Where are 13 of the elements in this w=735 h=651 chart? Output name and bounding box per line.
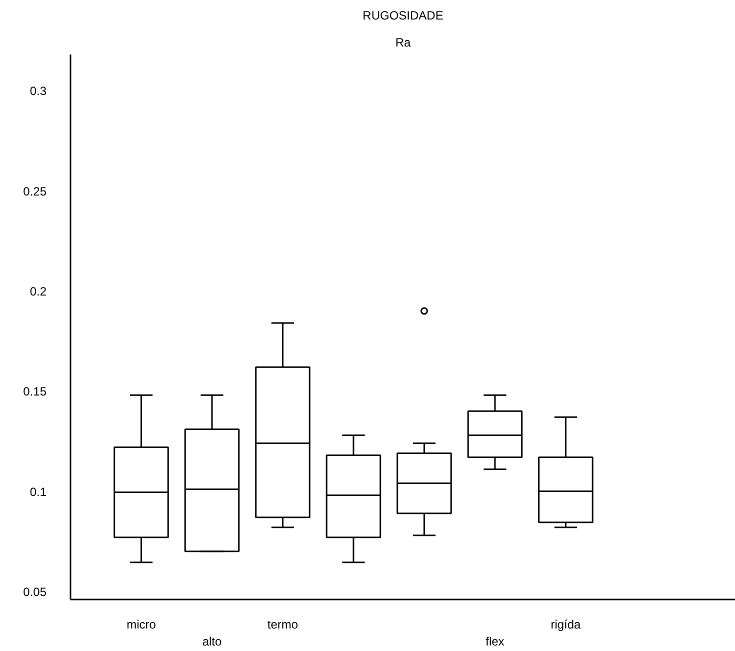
y-tick-label: 0.15 xyxy=(23,384,47,399)
x-tick-label: alto xyxy=(202,634,222,648)
y-tick-label: 0.1 xyxy=(30,484,47,499)
chart-title: RUGOSIDADE xyxy=(362,8,444,22)
y-tick-label: 0.3 xyxy=(30,84,47,98)
x-tick-label: micro xyxy=(126,618,156,632)
x-tick-label: flex xyxy=(486,634,504,648)
y-tick-label: 0.05 xyxy=(23,584,47,599)
y-tick-label: 0.25 xyxy=(23,184,47,198)
y-tick-label: 0.2 xyxy=(30,284,47,298)
x-tick-label: termo xyxy=(267,618,298,632)
chart-subtitle: Ra xyxy=(395,36,411,50)
x-tick-label: rigída xyxy=(550,618,582,632)
